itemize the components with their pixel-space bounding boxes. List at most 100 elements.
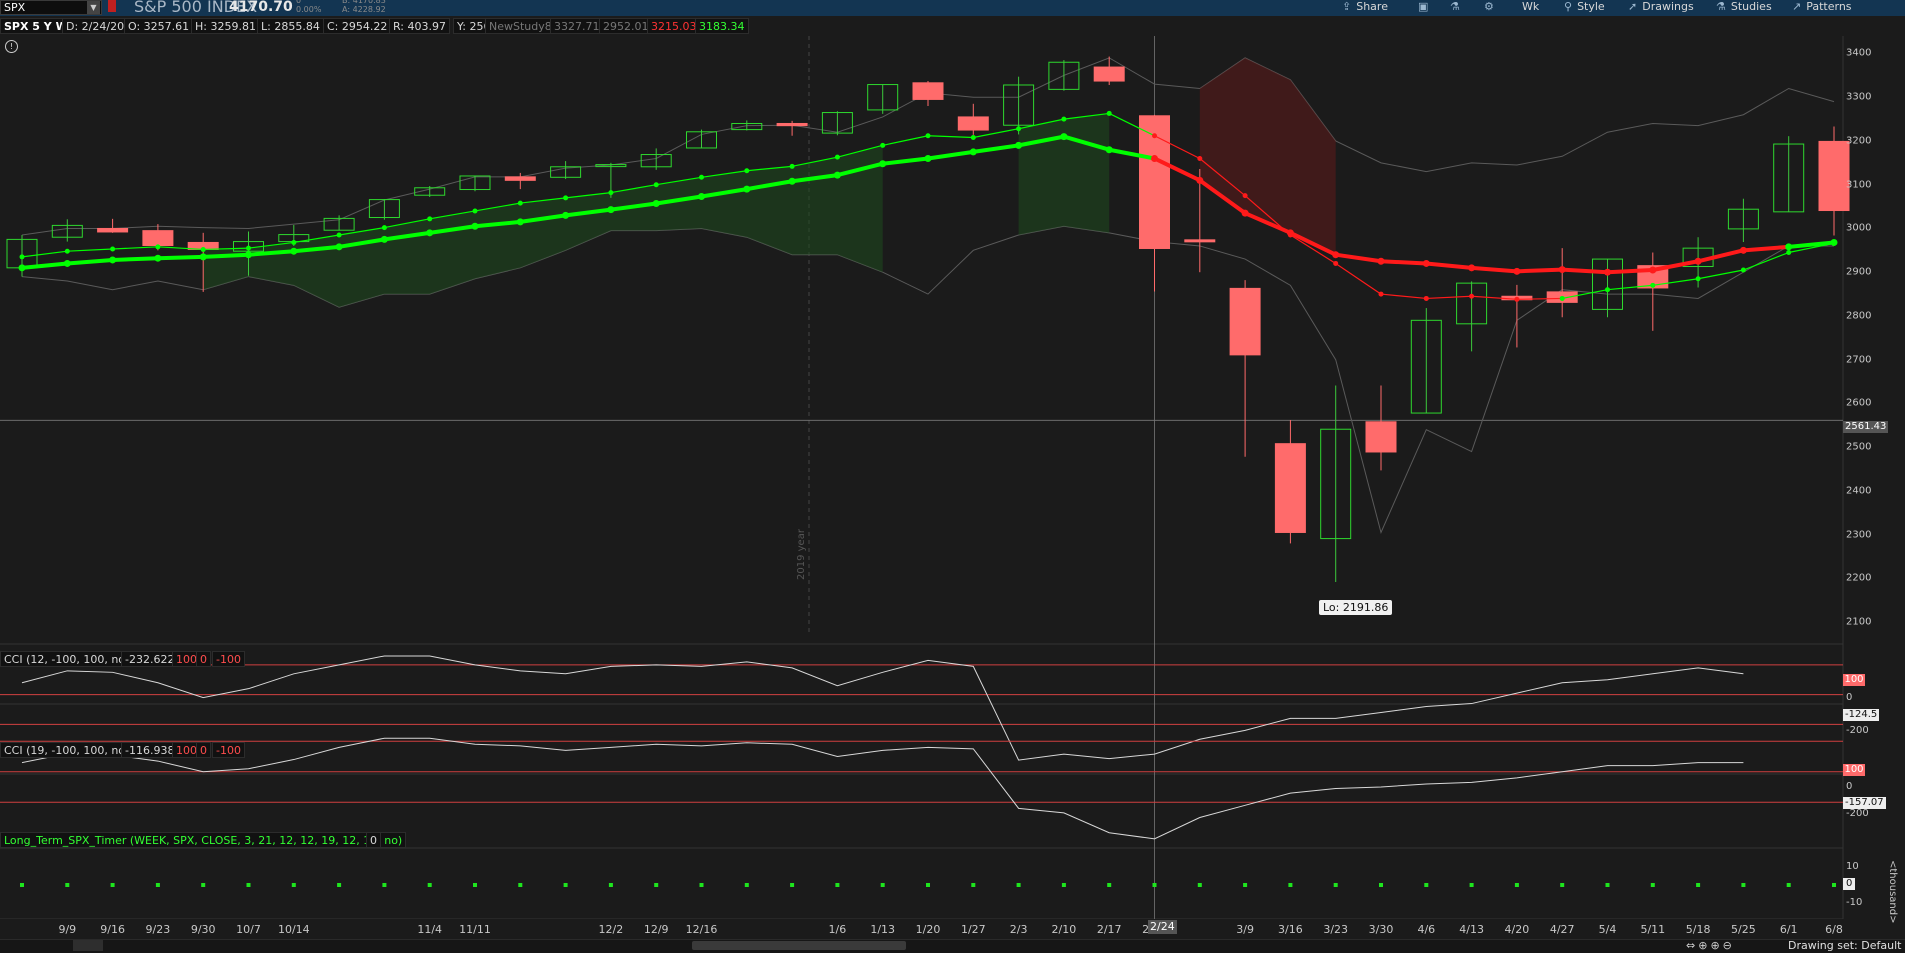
timer-dot: [1741, 883, 1746, 887]
ma-thin-point: [200, 246, 206, 252]
ma-thin-point: [1378, 291, 1384, 297]
timer-dot: [246, 883, 251, 887]
ma-thick-point: [1422, 259, 1430, 267]
ma-thin-point: [1242, 193, 1248, 199]
x-axis-tick: 12/2: [598, 923, 624, 936]
ma-thin-point: [789, 163, 795, 169]
candle-body: [142, 230, 174, 247]
price-axis-tick: 2200: [1846, 572, 1872, 584]
x-axis-tick: 4/13: [1459, 923, 1484, 936]
drawings-label: Drawings: [1642, 0, 1694, 13]
bottom-scrollbar[interactable]: [0, 939, 1905, 953]
drawing-set-label[interactable]: Drawing set: Default: [1788, 939, 1902, 952]
patterns-button[interactable]: ↗ Patterns: [1792, 0, 1852, 16]
zoom-out-icon[interactable]: ⊖: [1722, 939, 1735, 952]
timer-dot: [1288, 883, 1293, 887]
scroll-collapse-button[interactable]: [73, 940, 103, 951]
cci-19-label[interactable]: CCI (19, -100, 100, no): [0, 742, 134, 758]
study-name[interactable]: NewStudy8: [485, 18, 556, 34]
chart-period-label[interactable]: SPX 5 Y W: [0, 18, 72, 34]
zoom-in-icon[interactable]: ⊕: [1710, 939, 1723, 952]
style-button[interactable]: ⚲ Style: [1564, 0, 1605, 16]
ma-thin-point: [1152, 133, 1157, 139]
timer-unit-label: <thousand>: [1887, 860, 1898, 924]
timer-dot: [291, 883, 296, 887]
ask-price: A: 4228.92: [342, 5, 386, 14]
timer-dot: [1379, 883, 1383, 887]
studies-button[interactable]: ⚗ Studies: [1716, 0, 1772, 16]
timer-dot: [65, 883, 70, 887]
candle-body: [368, 199, 400, 219]
ma-thin-point: [970, 134, 976, 140]
timer-study-label[interactable]: Long_Term_SPX_Timer (WEEK, SPX, CLOSE, 3…: [0, 832, 407, 848]
ma-thin-point: [1423, 295, 1429, 301]
ma-thin: [21, 250, 68, 258]
timer-dot: [1424, 883, 1429, 887]
x-axis-tick: 9/16: [100, 923, 125, 936]
x-axis-tick: 11/11: [459, 923, 491, 936]
ma-thick: [790, 173, 840, 184]
ma-thick-point: [1060, 133, 1068, 141]
ma-thick: [1061, 134, 1112, 152]
symbol-input[interactable]: SPX: [0, 0, 102, 15]
zoom-controls[interactable]: ⇔⊕⊕⊖: [1686, 939, 1735, 952]
ma-thick: [835, 161, 885, 178]
chevron-down-icon[interactable]: ▼: [87, 1, 100, 14]
share-button[interactable]: ⇪ Share: [1342, 0, 1388, 16]
ma-thin-point: [744, 168, 750, 174]
x-cursor-label: 2/24: [1148, 920, 1177, 934]
ma-thin: [655, 176, 703, 186]
timeframe-button[interactable]: Wk: [1522, 0, 1539, 16]
x-axis-tick: 9/30: [190, 923, 216, 936]
candle-body: [1003, 84, 1035, 126]
candle-body: [1274, 443, 1306, 533]
ma-thin: [1380, 293, 1427, 300]
timer-dot: [110, 883, 115, 887]
x-axis-tick: 3/9: [1236, 923, 1254, 936]
studies-icon: ⚗: [1716, 0, 1726, 13]
price-chart[interactable]: [0, 36, 1905, 919]
x-axis-tick: 9/23: [145, 923, 171, 936]
ma-thick: [246, 249, 296, 257]
snapshot-button[interactable]: ▣: [1418, 0, 1433, 16]
scroll-handle[interactable]: [692, 941, 906, 950]
ma-thin-point: [608, 190, 614, 196]
cci-19-param-3: -100: [212, 742, 245, 758]
x-axis[interactable]: 9/9 9/16 9/23 9/30 10/7 10/14 11/4 11/11 12/2 12/…: [0, 919, 1843, 939]
ma-thin: [1289, 234, 1337, 265]
ma-thick-point: [1513, 267, 1521, 275]
cci-19-axis-100: 100: [1843, 764, 1865, 776]
pan-icon[interactable]: ⇔: [1686, 939, 1699, 952]
ma-thick-point: [1105, 146, 1113, 154]
cci-19-param-2: 0: [196, 742, 211, 758]
info-icon[interactable]: !: [5, 40, 18, 53]
x-axis-tick: 6/8: [1825, 923, 1843, 936]
ma-thick-point: [607, 206, 615, 214]
ma-thick-point: [1468, 264, 1476, 272]
ma-thin: [1561, 289, 1609, 300]
ma-thick: [1107, 147, 1157, 161]
drawings-button[interactable]: ➚ Drawings: [1628, 0, 1694, 16]
ma-thick: [926, 149, 976, 161]
ma-thick: [1469, 265, 1519, 274]
ma-thick-point: [1785, 243, 1793, 251]
timer-dot: [1107, 883, 1112, 887]
x-axis-tick: 9/9: [58, 923, 77, 936]
flask-button[interactable]: ⚗: [1450, 0, 1465, 16]
alert-flag-icon[interactable]: [108, 0, 116, 12]
price-axis-tick: 2800: [1846, 310, 1872, 322]
ma-thick-point: [471, 222, 479, 230]
ma-thin-point: [110, 246, 116, 252]
ma-thin: [338, 226, 385, 236]
crosshair-price-label: 2561.43: [1843, 421, 1889, 433]
ma-thick-point: [1332, 251, 1340, 259]
candle-body: [459, 175, 491, 191]
crosshair-icon[interactable]: ⊕: [1698, 939, 1711, 952]
ma-thin: [1199, 157, 1246, 197]
bull-cloud: [203, 145, 883, 308]
settings-button[interactable]: ⚙: [1484, 0, 1499, 16]
candle-body: [686, 131, 717, 149]
candle-body: [1410, 319, 1442, 414]
price-axis-tick: 2900: [1846, 266, 1872, 278]
cci-12-label[interactable]: CCI (12, -100, 100, no): [0, 651, 134, 667]
